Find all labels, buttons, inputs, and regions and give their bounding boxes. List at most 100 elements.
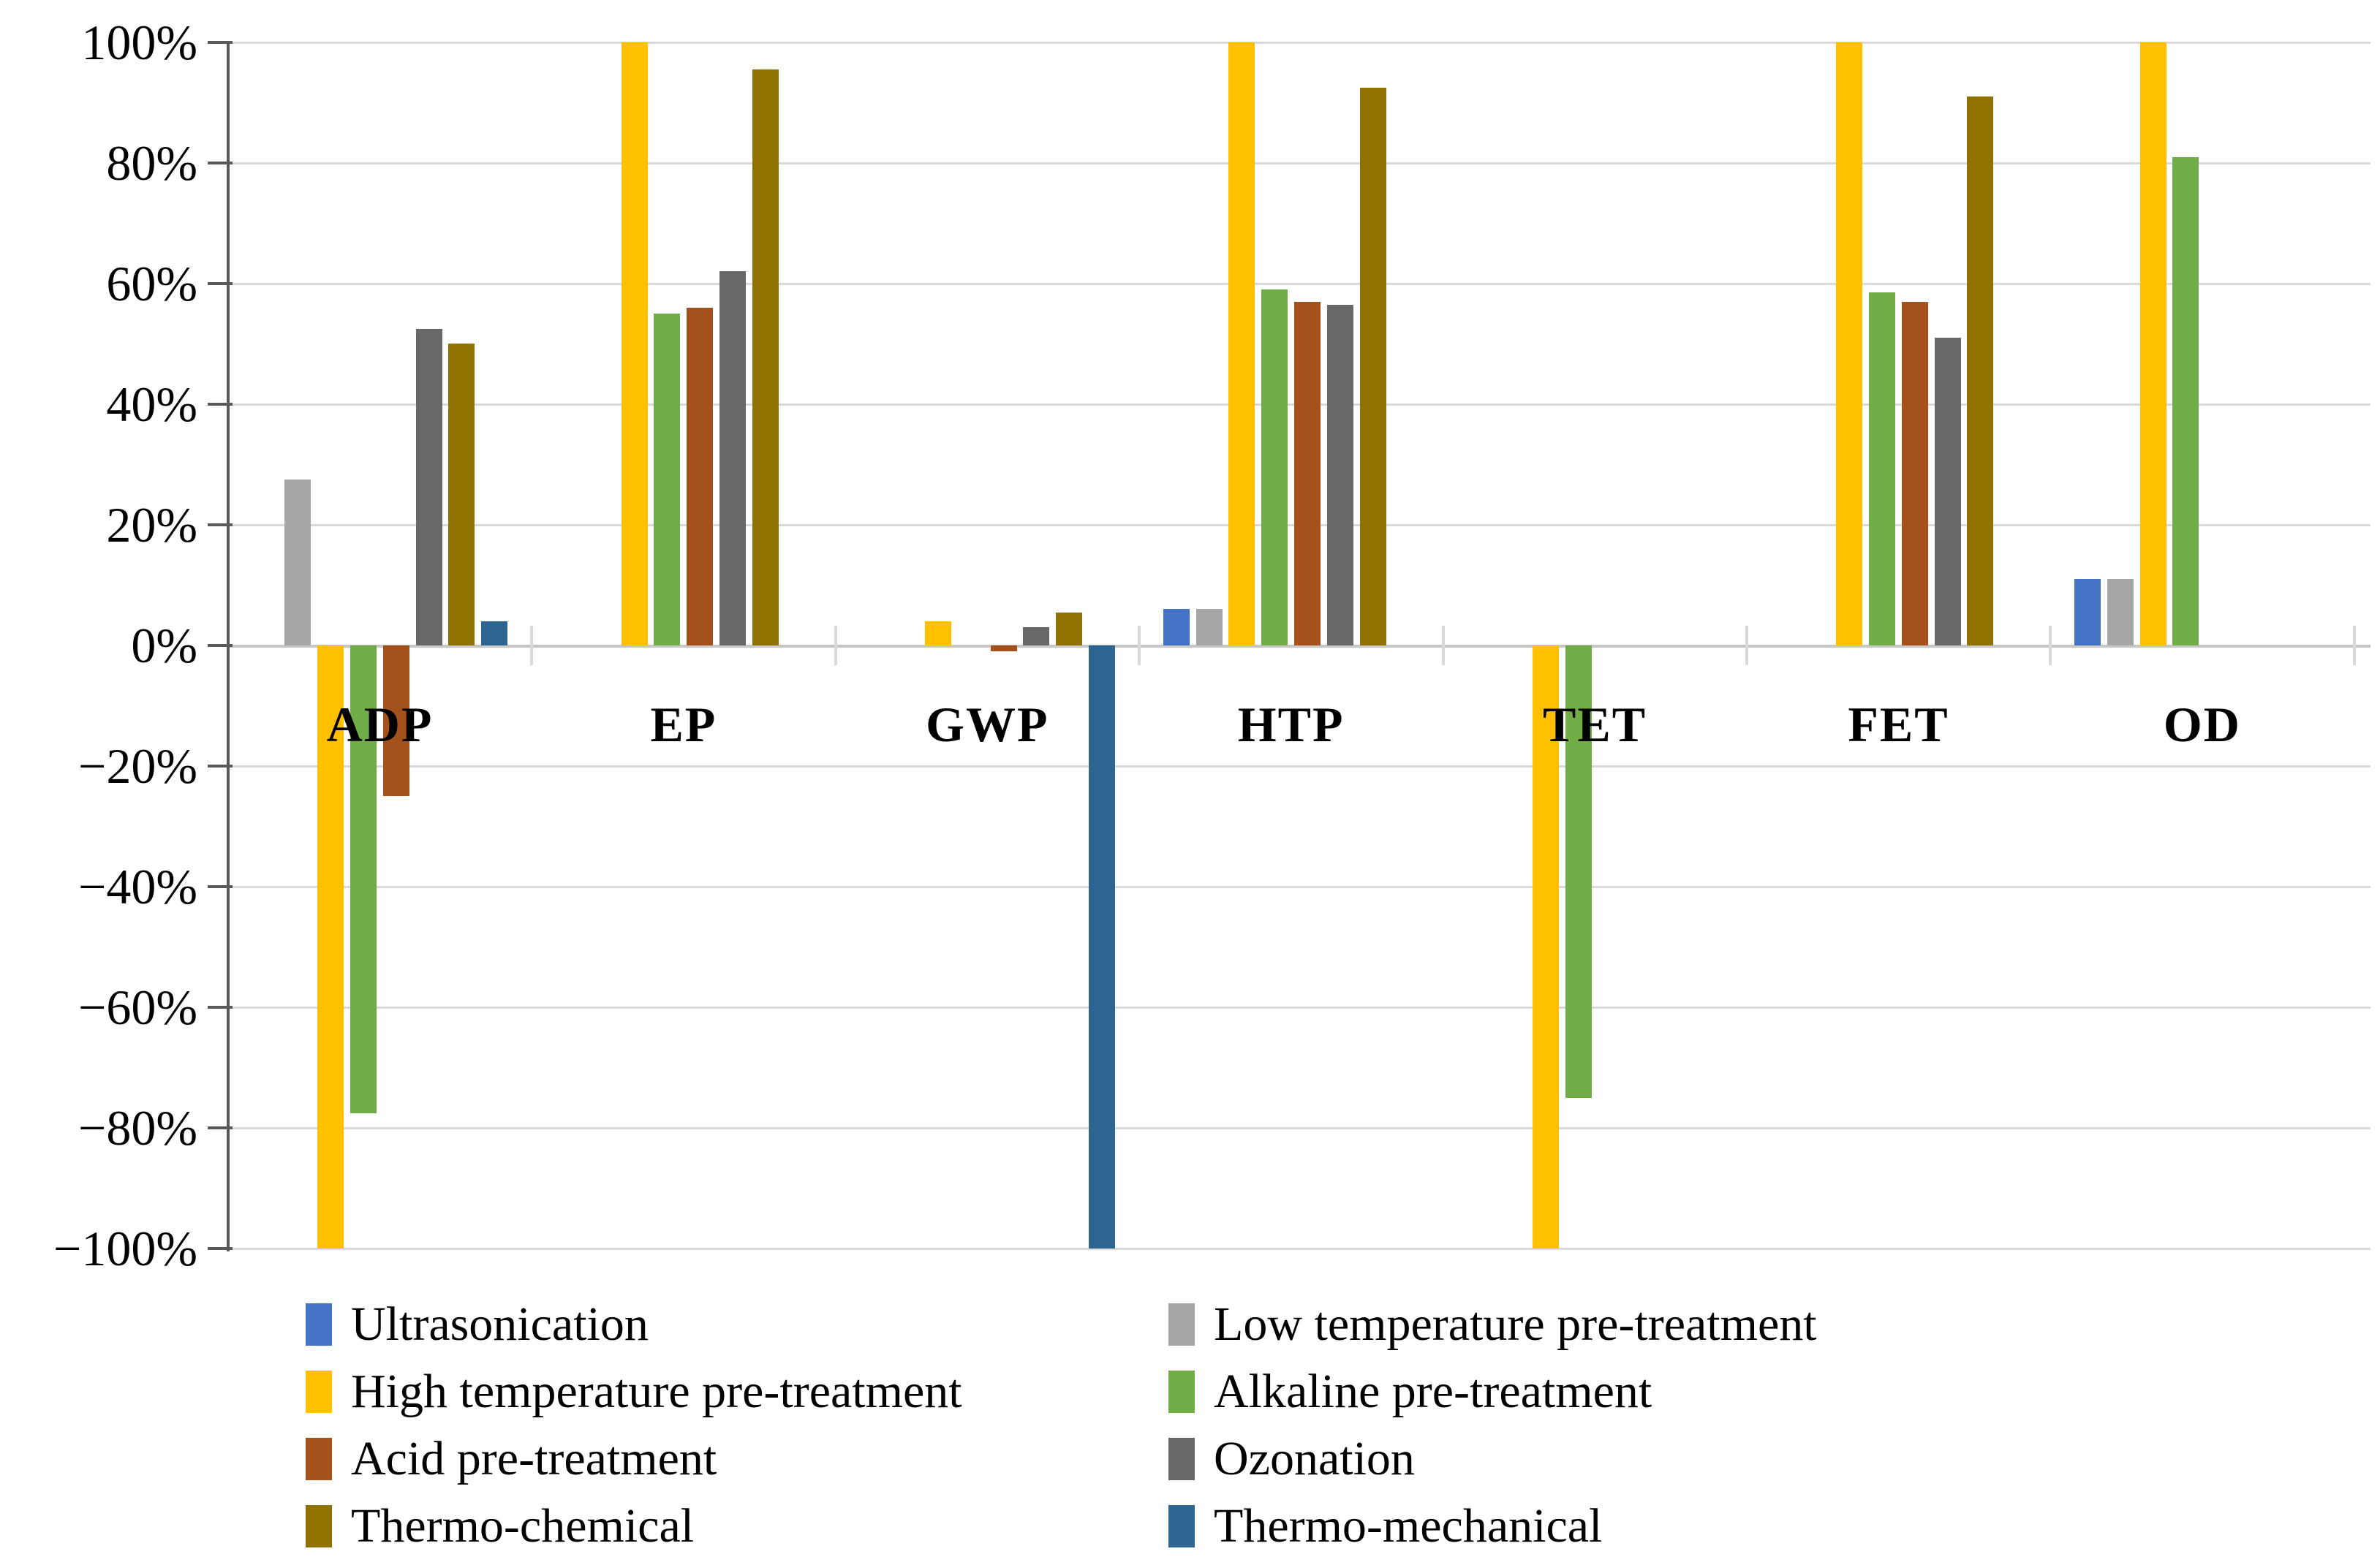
legend-item-high-temperature-pre-treatment: High temperature pre-treatment xyxy=(306,1361,962,1422)
legend-label: Low temperature pre-treatment xyxy=(1214,1297,1817,1351)
y-axis-label--60: −60% xyxy=(78,979,197,1036)
bar-gwp-high-temperature-pre-treatment xyxy=(925,621,951,645)
gridline-60 xyxy=(228,282,2370,285)
category-axis-tick xyxy=(530,626,534,665)
y-axis-label-60: 60% xyxy=(106,255,197,311)
y-axis-tick-60 xyxy=(208,281,233,285)
gridline--40 xyxy=(228,886,2370,889)
bar-od-ultrasonication xyxy=(2074,579,2101,645)
bar-tet-high-temperature-pre-treatment xyxy=(1532,645,1559,1249)
bar-adp-thermo-mechanical xyxy=(481,621,508,645)
y-axis-label-80: 80% xyxy=(106,134,197,191)
bar-htp-ozonation xyxy=(1326,304,1353,645)
legend-label: Thermo-mechanical xyxy=(1214,1499,1603,1553)
y-axis-tick--40 xyxy=(208,885,233,889)
category-axis-tick xyxy=(834,626,837,665)
y-axis-tick-80 xyxy=(208,161,233,164)
bar-fet-high-temperature-pre-treatment xyxy=(1836,42,1863,645)
y-axis-label-40: 40% xyxy=(106,376,197,432)
bar-ep-high-temperature-pre-treatment xyxy=(621,42,648,645)
bar-adp-thermo-chemical xyxy=(448,344,475,645)
legend-item-thermo-mechanical: Thermo-mechanical xyxy=(1168,1496,1602,1557)
bar-od-high-temperature-pre-treatment xyxy=(2139,42,2166,645)
category-label-gwp: GWP xyxy=(926,697,1049,752)
legend-swatch-icon xyxy=(1168,1505,1195,1547)
legend-swatch-icon xyxy=(1168,1371,1195,1413)
category-axis-tick xyxy=(1745,626,1748,665)
y-axis-label--100: −100% xyxy=(53,1221,197,1277)
y-axis-tick--100 xyxy=(208,1247,233,1251)
bar-fet-ozonation xyxy=(1934,338,1961,645)
legend-label: High temperature pre-treatment xyxy=(351,1365,962,1418)
category-axis-tick xyxy=(1441,626,1445,665)
y-axis-tick--60 xyxy=(208,1006,233,1009)
category-label-adp: ADP xyxy=(326,697,434,752)
bar-gwp-thermo-mechanical xyxy=(1089,645,1115,1249)
legend-swatch-icon xyxy=(1168,1303,1195,1346)
legend-swatch-icon xyxy=(306,1371,332,1413)
y-axis-tick--20 xyxy=(208,765,233,768)
legend-label: Acid pre-treatment xyxy=(351,1432,717,1485)
category-label-fet: FET xyxy=(1848,697,1949,752)
category-label-htp: HTP xyxy=(1237,697,1345,752)
bar-od-alkaline-pre-treatment xyxy=(2172,156,2199,645)
bar-tet-alkaline-pre-treatment xyxy=(1565,645,1592,1098)
bar-gwp-acid-pre-treatment xyxy=(990,645,1017,652)
bar-adp-high-temperature-pre-treatment xyxy=(317,645,344,1249)
gridline--60 xyxy=(228,1007,2370,1009)
bar-adp-acid-pre-treatment xyxy=(382,645,409,797)
legend-swatch-icon xyxy=(306,1505,332,1547)
y-axis-label--80: −80% xyxy=(78,1100,197,1156)
y-axis-tick-0 xyxy=(208,644,233,647)
gridline-100 xyxy=(228,41,2370,44)
gridline--20 xyxy=(228,765,2370,768)
bar-htp-acid-pre-treatment xyxy=(1294,301,1321,645)
category-axis-tick xyxy=(2352,626,2356,665)
bar-htp-high-temperature-pre-treatment xyxy=(1228,42,1255,645)
gridline--80 xyxy=(228,1127,2370,1130)
bar-ep-alkaline-pre-treatment xyxy=(654,314,681,645)
category-axis-tick xyxy=(1138,626,1141,665)
legend-swatch-icon xyxy=(1168,1438,1195,1480)
bar-fet-thermo-chemical xyxy=(1967,96,1994,645)
bar-ep-ozonation xyxy=(719,271,746,645)
legend-item-thermo-chemical: Thermo-chemical xyxy=(306,1496,694,1557)
gridline-80 xyxy=(228,162,2370,164)
bar-adp-low-temperature-pre-treatment xyxy=(284,480,311,645)
y-axis-label--40: −40% xyxy=(78,859,197,915)
y-axis-tick-20 xyxy=(208,523,233,526)
legend-label: Ozonation xyxy=(1214,1432,1415,1485)
gridline--100 xyxy=(228,1248,2370,1251)
legend-label: Thermo-chemical xyxy=(351,1499,695,1553)
category-label-tet: TET xyxy=(1543,697,1647,752)
y-axis-label-100: 100% xyxy=(81,14,197,70)
y-axis-line xyxy=(227,40,230,1252)
bar-ep-acid-pre-treatment xyxy=(687,307,714,645)
legend-swatch-icon xyxy=(306,1438,332,1480)
bar-adp-alkaline-pre-treatment xyxy=(350,645,377,1113)
gridline-0 xyxy=(228,645,2370,648)
y-axis-tick-40 xyxy=(208,402,233,406)
legend-item-ozonation: Ozonation xyxy=(1168,1428,1415,1490)
legend-label: Alkaline pre-treatment xyxy=(1214,1365,1652,1418)
legend-item-acid-pre-treatment: Acid pre-treatment xyxy=(306,1428,717,1490)
y-axis-label-20: 20% xyxy=(106,496,197,553)
y-axis-label--20: −20% xyxy=(78,738,197,795)
bar-od-low-temperature-pre-treatment xyxy=(2107,579,2134,645)
y-axis-label-0: 0% xyxy=(131,618,197,673)
bar-htp-alkaline-pre-treatment xyxy=(1261,289,1288,645)
bar-htp-thermo-chemical xyxy=(1359,87,1386,645)
category-label-od: OD xyxy=(2163,697,2241,752)
legend-item-alkaline-pre-treatment: Alkaline pre-treatment xyxy=(1168,1361,1652,1422)
y-axis-tick-100 xyxy=(208,40,233,44)
bar-ep-thermo-chemical xyxy=(752,69,779,645)
legend-swatch-icon xyxy=(306,1303,332,1346)
y-axis-tick--80 xyxy=(208,1126,233,1130)
bar-adp-ozonation xyxy=(415,328,442,645)
bar-fet-alkaline-pre-treatment xyxy=(1869,292,1895,645)
legend-item-ultrasonication: Ultrasonication xyxy=(306,1294,649,1355)
category-axis-tick xyxy=(2049,626,2052,665)
bar-fet-acid-pre-treatment xyxy=(1901,301,1928,645)
legend-item-low-temperature-pre-treatment: Low temperature pre-treatment xyxy=(1168,1294,1817,1355)
bar-htp-ultrasonication xyxy=(1163,609,1190,645)
